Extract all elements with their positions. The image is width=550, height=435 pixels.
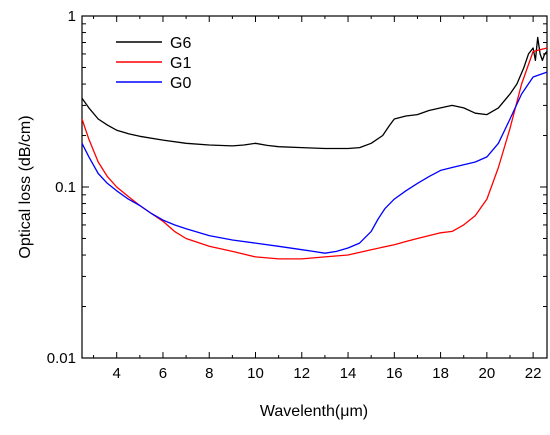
- y-axis-title: Optical loss (dB/cm): [17, 115, 34, 258]
- x-tick-label: 20: [479, 365, 496, 382]
- y-tick-label: 0.1: [55, 179, 76, 196]
- legend-label-g1: G1: [170, 55, 191, 72]
- x-tick-label: 16: [386, 365, 403, 382]
- x-axis-ticks: 4 6 8 10 12 14 16 18 20 22: [93, 16, 542, 382]
- x-tick-label: 8: [205, 365, 213, 382]
- series-line-g6: [81, 36, 548, 150]
- x-tick-label: 4: [113, 365, 121, 382]
- x-tick-label: 10: [247, 365, 264, 382]
- x-tick-label: 22: [525, 365, 542, 382]
- series-line-g1: [81, 47, 548, 260]
- x-tick-label: 12: [293, 365, 310, 382]
- y-tick-label: 1: [68, 8, 76, 25]
- legend-label-g0: G0: [170, 75, 191, 92]
- x-tick-label: 18: [432, 365, 449, 382]
- y-axis-ticks: 0.01 0.1 1: [47, 8, 547, 367]
- x-tick-label: 6: [159, 365, 167, 382]
- plot-area-frame: [81, 15, 548, 359]
- x-tick-label: 14: [340, 365, 357, 382]
- legend: G6 G1 G0: [116, 35, 191, 92]
- series-lines: [81, 36, 548, 260]
- y-tick-label: 0.01: [47, 350, 76, 367]
- legend-label-g6: G6: [170, 35, 191, 52]
- series-line-g0: [81, 71, 548, 254]
- x-axis-title: Wavelenth(μm): [260, 403, 368, 420]
